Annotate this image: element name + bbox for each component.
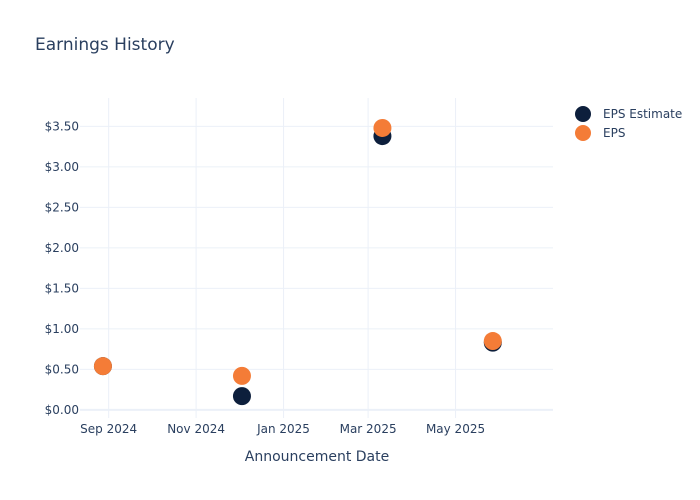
y-tick-label: $3.00 bbox=[45, 160, 79, 174]
y-tick-label: $3.50 bbox=[45, 119, 79, 133]
legend-marker bbox=[575, 106, 591, 122]
x-tick-label: May 2025 bbox=[426, 422, 485, 436]
data-point[interactable] bbox=[483, 332, 502, 351]
legend-label: EPS bbox=[603, 126, 625, 140]
x-tick-label: Sep 2024 bbox=[80, 422, 137, 436]
x-tick-label: Mar 2025 bbox=[340, 422, 397, 436]
legend[interactable]: EPS Estimate EPS bbox=[575, 106, 682, 141]
x-tick-label: Jan 2025 bbox=[256, 422, 310, 436]
legend-marker bbox=[575, 125, 591, 141]
data-points bbox=[93, 118, 502, 406]
legend-item[interactable]: EPS Estimate bbox=[575, 106, 682, 122]
data-point[interactable] bbox=[232, 366, 251, 385]
data-point[interactable] bbox=[373, 118, 392, 137]
x-axis-ticks: Sep 2024 Nov 2024 Jan 2025 Mar 2025 May 2025 bbox=[80, 422, 485, 436]
y-tick-label: $0.00 bbox=[45, 403, 79, 417]
series-eps-estimate bbox=[93, 127, 502, 406]
y-tick-label: $2.50 bbox=[45, 200, 79, 214]
legend-item[interactable]: EPS bbox=[575, 125, 625, 141]
x-tick-label: Nov 2024 bbox=[167, 422, 225, 436]
y-tick-label: $1.00 bbox=[45, 322, 79, 336]
x-axis-title: Announcement Date bbox=[245, 449, 389, 465]
y-tick-label: $1.50 bbox=[45, 281, 79, 295]
chart-title: Earnings History bbox=[35, 35, 175, 55]
data-point[interactable] bbox=[232, 387, 251, 406]
legend-label: EPS Estimate bbox=[603, 107, 682, 121]
y-axis-ticks: $0.00 $0.50 $1.00 $1.50 $2.00 $2.50 $3.00 $3.50 bbox=[45, 119, 79, 417]
data-point[interactable] bbox=[93, 357, 112, 376]
series-eps bbox=[93, 118, 502, 385]
y-tick-label: $2.00 bbox=[45, 241, 79, 255]
y-tick-label: $0.50 bbox=[45, 362, 79, 376]
grid-layer bbox=[80, 98, 553, 418]
